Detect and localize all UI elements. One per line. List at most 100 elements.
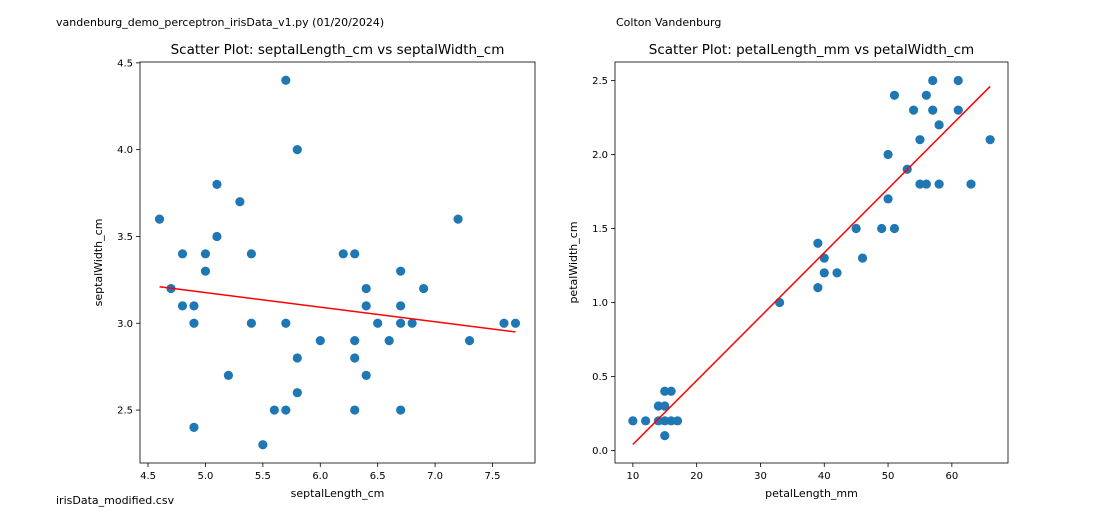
data-point <box>883 149 893 160</box>
data-point <box>396 301 406 311</box>
data-point <box>915 135 925 145</box>
data-point <box>177 249 188 259</box>
data-point <box>499 318 509 328</box>
data-point <box>200 266 211 276</box>
data-point <box>653 401 663 411</box>
x-tick-label: 6.5 <box>370 471 386 482</box>
data-point <box>915 179 925 189</box>
data-point <box>246 318 256 328</box>
x-tick-label: 6.0 <box>312 471 328 482</box>
data-point <box>212 179 222 189</box>
fit-line <box>632 85 991 446</box>
y-tick-label: 0.0 <box>592 446 608 457</box>
data-point <box>666 416 676 426</box>
data-point <box>269 405 279 415</box>
data-point <box>373 318 383 328</box>
data-point <box>453 214 463 224</box>
plot-frame <box>139 61 536 464</box>
data-point <box>407 318 417 328</box>
data-point <box>223 370 234 380</box>
data-point <box>953 105 963 115</box>
data-point <box>350 336 360 346</box>
x-tick-label: 30 <box>754 471 767 482</box>
data-point <box>934 179 944 189</box>
data-point <box>908 105 919 115</box>
y-tick-label: 2.5 <box>592 76 608 87</box>
data-point <box>258 440 268 450</box>
data-point <box>361 283 371 294</box>
data-point <box>189 422 199 433</box>
author-note: Colton Vandenburg <box>616 16 722 29</box>
data-point <box>281 75 291 85</box>
script-name-note: vandenburg_demo_perceptron_irisData_v1.p… <box>56 16 385 29</box>
data-point <box>361 301 371 311</box>
data-point <box>200 249 211 259</box>
data-point <box>966 179 976 189</box>
data-point <box>928 105 938 115</box>
x-tick-label: 7.5 <box>485 471 501 482</box>
x-axis-label: septalLength_cm <box>291 487 385 500</box>
x-tick-label: 5.5 <box>255 471 271 482</box>
data-point <box>832 268 842 278</box>
chart-title: Scatter Plot: septalLength_cm vs septalW… <box>171 42 505 58</box>
data-point <box>315 336 325 346</box>
data-source-note: irisData_modified.csv <box>56 494 175 507</box>
y-axis-label: petalWidth_cm <box>567 221 580 303</box>
data-point <box>338 249 348 259</box>
data-point <box>350 353 360 363</box>
data-point <box>350 405 360 415</box>
x-tick-label: 40 <box>818 471 831 482</box>
data-point <box>813 283 823 293</box>
data-point <box>666 386 676 396</box>
data-point <box>813 238 823 248</box>
data-point <box>177 301 188 311</box>
data-point <box>396 405 406 415</box>
data-point <box>396 266 406 276</box>
data-point <box>281 318 291 328</box>
data-point <box>672 416 683 426</box>
data-point <box>235 197 245 207</box>
data-point <box>660 431 670 441</box>
x-tick-label: 10 <box>626 471 639 482</box>
plot-frame <box>614 61 1009 464</box>
x-tick-label: 4.5 <box>140 471 156 482</box>
x-axis-label: petalLength_mm <box>765 487 858 500</box>
y-tick-label: 2.0 <box>592 150 608 161</box>
data-point <box>464 336 475 346</box>
data-point <box>775 297 785 308</box>
data-point <box>660 416 670 426</box>
data-point <box>883 194 893 204</box>
data-point <box>660 401 670 411</box>
data-point <box>921 179 931 189</box>
y-tick-label: 4.5 <box>117 58 133 69</box>
data-point <box>877 223 887 234</box>
data-point <box>641 416 651 426</box>
data-point <box>281 405 291 415</box>
y-tick-label: 4.0 <box>117 145 133 156</box>
data-point <box>246 249 256 259</box>
data-point <box>934 120 944 130</box>
data-point <box>510 318 521 328</box>
data-point <box>928 75 938 86</box>
fit-line <box>159 286 516 333</box>
data-point <box>189 301 199 311</box>
data-point <box>396 318 406 328</box>
data-point <box>292 388 302 398</box>
y-tick-label: 0.5 <box>592 372 608 383</box>
data-point <box>851 223 861 234</box>
data-point <box>953 75 963 86</box>
data-point <box>350 249 360 259</box>
x-tick-label: 60 <box>945 471 958 482</box>
data-point <box>212 231 222 242</box>
data-point <box>292 145 302 155</box>
chart-2: 10 20 30 40 50 60 0.0 0.5 1.0 1.5 2.0 2.5 Scatter Pl… <box>567 42 1009 500</box>
x-tick-label: 5.0 <box>197 471 213 482</box>
y-tick-label: 1.5 <box>592 224 608 235</box>
data-point <box>419 283 429 294</box>
data-point <box>292 353 302 363</box>
data-point <box>985 135 995 145</box>
data-point <box>660 386 670 396</box>
y-tick-label: 3.0 <box>117 319 133 330</box>
data-point <box>384 336 394 346</box>
